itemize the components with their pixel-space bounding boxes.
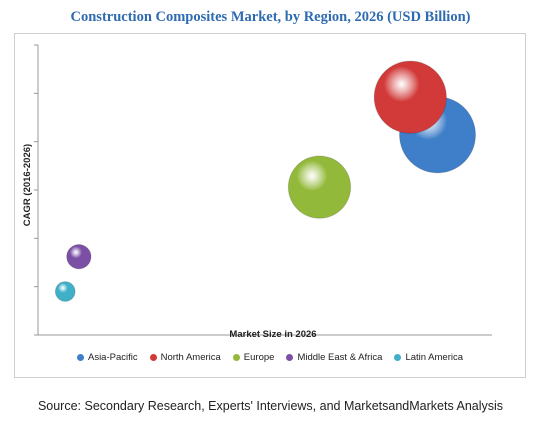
y-axis-label: CAGR (2016-2026) <box>22 144 33 226</box>
legend-marker <box>149 354 157 361</box>
legend-item: Latin America <box>394 352 463 363</box>
chart-axes <box>34 44 492 336</box>
legend-marker <box>286 354 294 361</box>
legend-label: Middle East & Africa <box>297 352 383 363</box>
chart-legend: Asia-Pacific North America Europe Middle Ea… <box>14 352 526 363</box>
legend-label: Europe <box>243 352 275 363</box>
bubble-latin-america <box>54 281 76 302</box>
legend-item: Europe <box>232 352 275 363</box>
legend-item: North America <box>149 352 221 363</box>
bubble-layer <box>54 60 477 302</box>
chart-title: Construction Composites Market, by Regio… <box>70 9 471 25</box>
legend-marker <box>394 354 402 361</box>
legend-marker <box>76 354 84 361</box>
legend-label: North America <box>160 352 221 363</box>
x-axis-label: Market Size in 2026 <box>229 329 316 340</box>
bubble-europe <box>287 155 352 219</box>
source-note: Source: Secondary Research, Experts' Int… <box>37 399 504 413</box>
legend-item: Asia-Pacific <box>76 352 138 363</box>
bubble-middle-east-africa <box>66 244 92 270</box>
bubble-north-america <box>373 60 447 134</box>
legend-label: Asia-Pacific <box>87 352 138 363</box>
legend-marker <box>232 354 240 361</box>
legend-label: Latin America <box>405 352 464 363</box>
legend-item: Middle East & Africa <box>286 352 382 363</box>
